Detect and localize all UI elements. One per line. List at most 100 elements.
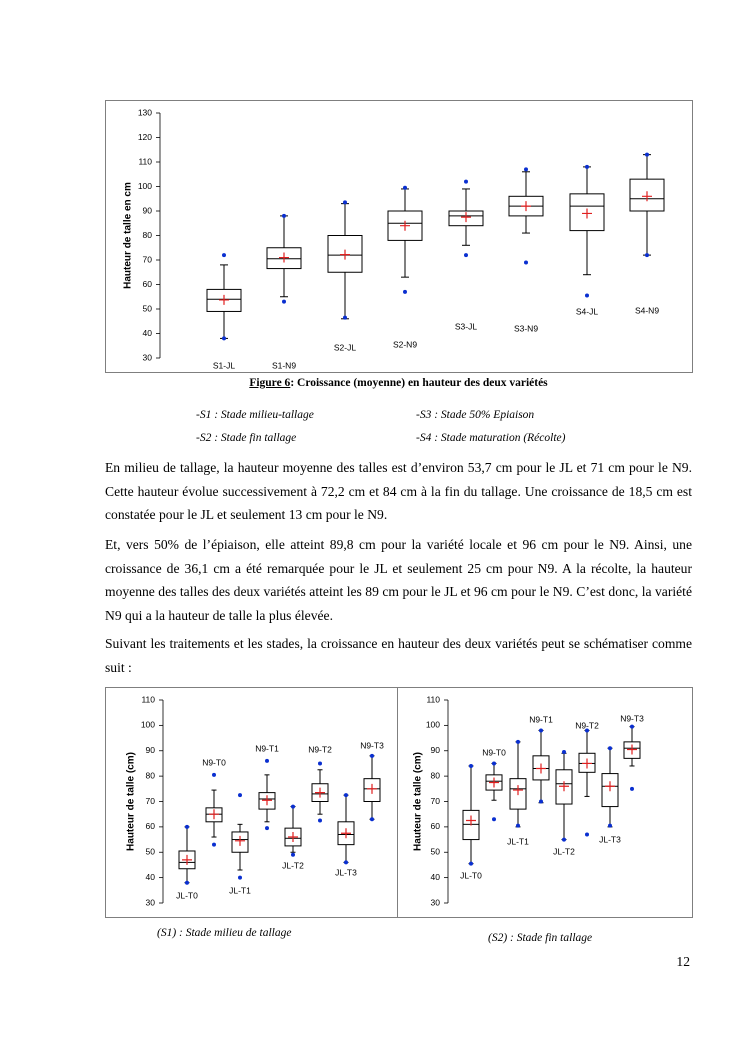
outlier [524,167,528,172]
outlier [469,861,473,866]
y-tick-label: 100 [141,720,155,730]
legend-item: -S3 : Stade 50% Epiaison [416,409,535,421]
category-label: S3-N9 [514,323,538,333]
legend-item: -S2 : Stade fin tallage [196,432,297,444]
mean-marker [513,785,523,796]
outlier [370,753,374,758]
y-tick-label: 40 [143,328,153,338]
y-tick-label: 60 [143,279,153,289]
outlier [492,761,496,766]
category-label: JL-T2 [282,860,304,870]
y-axis-label: Hauteur de talle (cm) [413,752,424,851]
outlier [185,824,189,829]
outlier [585,728,589,733]
outlier [492,817,496,822]
category-label: S4-N9 [635,305,659,315]
y-tick-label: 110 [138,156,152,166]
category-label: N9-T3 [620,713,644,723]
outlier [282,299,286,304]
category-label: N9-T0 [482,747,506,757]
category-label: S2-JL [334,342,356,352]
outlier [265,758,269,763]
mean-marker [182,854,192,865]
outlier [343,315,347,320]
page-number: 12 [676,954,690,969]
figure-caption: Figure 6: Croissance (moyenne) en hauteu… [105,377,692,389]
outlier [291,804,295,809]
subcaption: (S1) : Stade milieu de tallage [157,927,292,939]
category-label: S4-JL [576,306,598,316]
y-tick-label: 30 [143,352,153,362]
mean-marker [219,294,229,305]
outlier [562,750,566,755]
figure-frame [105,100,693,373]
outlier [212,842,216,847]
outlier [585,164,589,169]
category-label: JL-T1 [229,885,251,895]
outlier [516,739,520,744]
y-tick-label: 40 [431,872,441,882]
outlier [464,253,468,258]
mean-marker [627,744,637,755]
outlier [238,793,242,798]
outlier [562,837,566,842]
outlier [282,213,286,218]
mean-marker [340,249,350,260]
y-tick-label: 80 [143,230,153,240]
outlier [222,253,226,258]
y-tick-label: 40 [146,872,156,882]
mean-marker [536,763,546,774]
category-label: JL-T0 [460,870,482,880]
category-label: N9-T1 [529,714,553,724]
mean-marker [559,781,569,792]
legend-item: -S1 : Stade milieu-tallage [196,409,314,421]
category-label: N9-T2 [575,720,599,730]
figure-frame [105,687,693,918]
outlier [630,724,634,729]
y-tick-label: 30 [431,897,441,907]
outlier [585,293,589,298]
y-tick-label: 100 [138,181,152,191]
category-label: S1-JL [213,360,235,370]
category-label: S1-N9 [272,360,296,370]
outlier [370,817,374,822]
mean-marker [262,795,272,806]
category-label: S3-JL [455,321,477,331]
mean-marker [279,252,289,263]
category-label: JL-T0 [176,890,198,900]
category-label: N9-T0 [202,757,226,767]
y-tick-label: 130 [138,107,152,117]
outlier [524,260,528,265]
figure-title: : Croissance (moyenne) en hauteur des de… [290,377,548,389]
y-tick-label: 70 [143,254,153,264]
outlier [318,761,322,766]
outlier [516,823,520,828]
category-label: JL-T3 [335,867,357,877]
y-axis-label: Hauteur de talle en cm [123,182,134,289]
mean-marker [367,783,377,794]
mean-marker [642,191,652,202]
category-label: N9-T2 [308,744,332,754]
outlier [212,772,216,777]
y-axis-label: Hauteur de talle (cm) [126,752,137,851]
category-label: JL-T3 [599,834,621,844]
outlier [291,852,295,857]
outlier [539,799,543,804]
subcaption: (S2) : Stade fin tallage [488,932,593,944]
outlier [608,823,612,828]
category-label: JL-T1 [507,836,529,846]
y-tick-label: 70 [431,796,441,806]
mean-marker [489,777,499,788]
y-tick-label: 60 [431,821,441,831]
mean-marker [605,781,615,792]
y-tick-label: 50 [431,847,441,857]
y-tick-label: 50 [143,303,153,313]
y-tick-label: 110 [426,694,440,704]
paragraph: Et, vers 50% de l’épiaison, elle atteint… [105,537,692,623]
outlier [238,875,242,880]
outlier [403,289,407,294]
y-tick-label: 90 [431,745,441,755]
y-tick-label: 90 [146,745,156,755]
